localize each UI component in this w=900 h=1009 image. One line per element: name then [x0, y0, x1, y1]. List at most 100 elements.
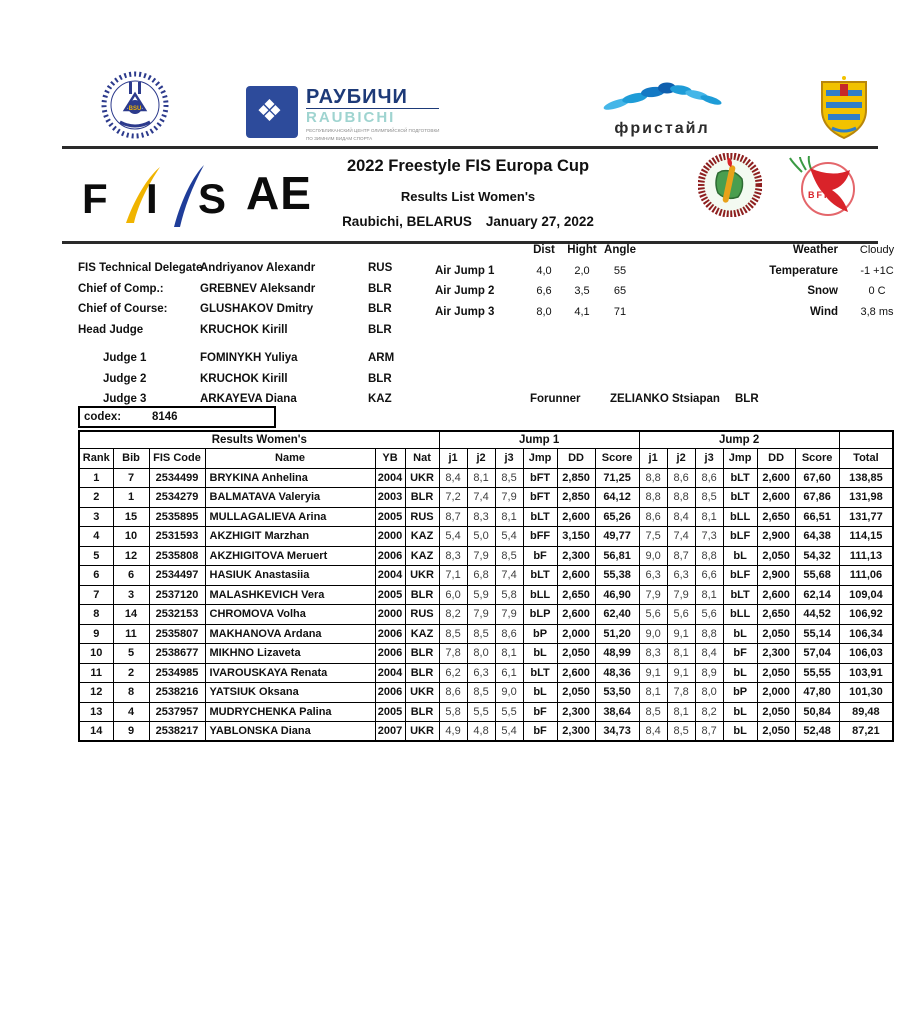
- cell-nat: KAZ: [404, 545, 440, 566]
- cell-jmp2: bLF: [722, 565, 758, 586]
- weather-row: Weather Cloudy: [726, 240, 900, 261]
- cell-j2-1: 9,0: [638, 623, 668, 644]
- official-row: Chief of Comp.: GREBNEV Aleksandr BLR: [78, 279, 408, 300]
- cell-j2-3: 8,9: [694, 662, 724, 683]
- cell-j1-1: 7,1: [438, 565, 468, 586]
- col-header-j2-3: j3: [694, 447, 724, 469]
- title-block: 2022 Freestyle FIS Europa Cup Results Li…: [318, 157, 618, 229]
- cell-jmp1: bFF: [522, 526, 558, 547]
- cell-j1-1: 7,2: [438, 487, 468, 508]
- cell-j1-2: 5,0: [466, 526, 496, 547]
- cell-j2-3: 8,1: [694, 584, 724, 605]
- cell-j2-3: 8,8: [694, 545, 724, 566]
- cell-fis-code: 2535807: [148, 623, 206, 644]
- air-jump-row: Air Jump 2 6,6 3,5 65: [435, 281, 639, 302]
- cell-fis-code: 2534499: [148, 467, 206, 488]
- cell-j2-3: 5,6: [694, 604, 724, 625]
- judge-name: ARKAYEVA Diana: [200, 393, 297, 405]
- snow-label: Snow: [807, 285, 838, 297]
- cell-score2: 64,38: [794, 526, 840, 547]
- raubichi-name-en: RAUBICHI: [306, 109, 396, 126]
- svg-text:S: S: [198, 175, 226, 222]
- cell-score2: 67,60: [794, 467, 840, 488]
- forerunner-name: ZELIANKO Stsiapan: [610, 393, 720, 405]
- codex-box: codex: 8146: [78, 406, 276, 428]
- fis-logo-icon: F I S: [82, 165, 226, 227]
- cell-dd1: 2,650: [556, 584, 596, 605]
- cell-jmp1: bF: [522, 701, 558, 722]
- official-row: Chief of Course: GLUSHAKOV Dmitry BLR: [78, 299, 408, 320]
- cell-bib: 10: [112, 526, 150, 547]
- cell-j1-2: 8,5: [466, 623, 496, 644]
- forerunner-row: Forunner ZELIANKO Stsiapan BLR: [530, 389, 759, 410]
- cell-rank: 11: [78, 662, 114, 683]
- cell-jmp1: bL: [522, 643, 558, 664]
- cell-j2-2: 8,1: [666, 643, 696, 664]
- table-row: 1 7 2534499 BRYKINA Anhelina 2004 UKR 8,4 8,1 8,…: [78, 467, 894, 488]
- air-jump-hight: 4,1: [574, 305, 590, 318]
- cell-jmp2: bL: [722, 662, 758, 683]
- angle-header: Angle: [604, 244, 636, 256]
- cell-j1-3: 7,9: [494, 604, 524, 625]
- cell-j1-1: 8,6: [438, 682, 468, 703]
- cell-jmp1: bLT: [522, 565, 558, 586]
- jump1-group-header: Jump 1: [438, 430, 640, 449]
- cell-bib: 5: [112, 643, 150, 664]
- cell-score2: 52,48: [794, 721, 840, 742]
- cell-score2: 55,68: [794, 565, 840, 586]
- cell-j2-2: 7,4: [666, 526, 696, 547]
- cell-yb: 2000: [374, 526, 406, 547]
- table-row: 10 5 2538677 MIKHNO Lizaveta 2006 BLR 7,8 8,0 8,…: [78, 643, 894, 664]
- weather-row: Wind 3,8 ms: [726, 302, 900, 323]
- cell-jmp2: bLL: [722, 506, 758, 527]
- cell-dd2: 2,600: [756, 487, 796, 508]
- col-header-total: Total: [838, 447, 894, 469]
- table-row: 7 3 2537120 MALASHKEVICH Vera 2005 BLR 6,0 5,9 5…: [78, 584, 894, 605]
- cell-dd2: 2,050: [756, 701, 796, 722]
- cell-j1-1: 5,8: [438, 701, 468, 722]
- cell-rank: 1: [78, 467, 114, 488]
- cell-jmp2: bLL: [722, 604, 758, 625]
- cell-j1-3: 7,4: [494, 565, 524, 586]
- cell-total: 87,21: [838, 721, 894, 742]
- bff-logo: BFF: [788, 155, 864, 223]
- bff-logo-icon: BFF: [789, 155, 855, 216]
- cell-score2: 50,84: [794, 701, 840, 722]
- col-header-yb: YB: [374, 447, 406, 469]
- cell-j2-3: 8,7: [694, 721, 724, 742]
- cell-jmp2: bLF: [722, 526, 758, 547]
- air-jump-row: Air Jump 3 8,0 4,1 71: [435, 302, 639, 323]
- cell-yb: 2005: [374, 506, 406, 527]
- cell-name: BALMATAVA Valeryia: [204, 487, 376, 508]
- cell-rank: 10: [78, 643, 114, 664]
- cell-j2-2: 9,1: [666, 662, 696, 683]
- cell-j1-3: 8,6: [494, 623, 524, 644]
- table-row: 8 14 2532153 CHROMOVA Volha 2000 RUS 8,2 7,9 7,9…: [78, 604, 894, 625]
- cell-jmp1: bLT: [522, 506, 558, 527]
- cell-bib: 3: [112, 584, 150, 605]
- cell-score1: 49,77: [594, 526, 640, 547]
- svg-text:F: F: [82, 175, 108, 222]
- official-name: KRUCHOK Kirill: [200, 323, 288, 336]
- cell-total: 138,85: [838, 467, 894, 488]
- bsu-emblem-logo: BSU: [100, 70, 170, 145]
- cell-fis-code: 2532153: [148, 604, 206, 625]
- results-section-title: Results Women's: [78, 430, 440, 449]
- air-jump-header-row: Dist Hight Angle: [435, 240, 639, 261]
- cell-jmp1: bF: [522, 545, 558, 566]
- col-header-j2-1: j1: [638, 447, 668, 469]
- table-row: 14 9 2538217 YABLONSKA Diana 2007 UKR 4,9 4,8 5,…: [78, 721, 894, 742]
- cell-dd1: 3,150: [556, 526, 596, 547]
- cell-total: 109,04: [838, 584, 894, 605]
- total-group-header-spacer: [838, 430, 894, 449]
- cell-bib: 1: [112, 487, 150, 508]
- cell-name: AKZHIGITOVA Meruert: [204, 545, 376, 566]
- table-row: 13 4 2537957 MUDRYCHENKA Palina 2005 BLR 5,8 5,…: [78, 701, 894, 722]
- weather-block: Weather Cloudy Temperature -1 +1C Snow 0 C …: [726, 240, 900, 322]
- weather-label: Weather: [792, 244, 838, 256]
- cell-dd1: 2,850: [556, 467, 596, 488]
- cell-nat: BLR: [404, 701, 440, 722]
- cell-jmp1: bFT: [522, 467, 558, 488]
- cell-j1-3: 5,8: [494, 584, 524, 605]
- cell-fis-code: 2537957: [148, 701, 206, 722]
